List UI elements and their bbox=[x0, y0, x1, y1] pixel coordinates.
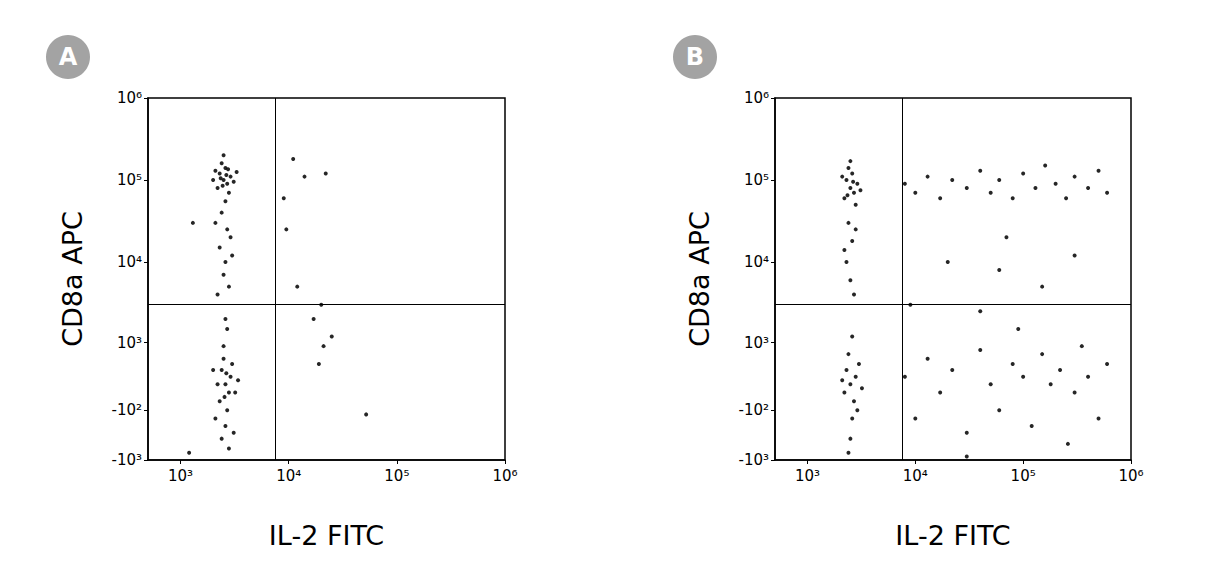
svg-text:10³: 10³ bbox=[795, 467, 820, 485]
svg-text:10³: 10³ bbox=[744, 334, 769, 352]
svg-text:10⁵: 10⁵ bbox=[1011, 467, 1036, 485]
svg-text:-10³: -10³ bbox=[111, 451, 142, 469]
svg-text:IL-2 FITC: IL-2 FITC bbox=[269, 520, 384, 551]
svg-text:B: B bbox=[686, 43, 704, 71]
svg-text:-10³: -10³ bbox=[738, 451, 769, 469]
svg-text:CD8a APC: CD8a APC bbox=[57, 211, 88, 347]
svg-text:IL-2 FITC: IL-2 FITC bbox=[895, 520, 1010, 551]
svg-text:10⁵: 10⁵ bbox=[117, 171, 142, 189]
svg-text:10⁶: 10⁶ bbox=[1118, 467, 1143, 485]
svg-text:10³: 10³ bbox=[168, 467, 193, 485]
svg-text:10⁵: 10⁵ bbox=[384, 467, 409, 485]
svg-text:A: A bbox=[59, 43, 78, 71]
svg-text:10⁵: 10⁵ bbox=[744, 171, 769, 189]
svg-text:-10²: -10² bbox=[738, 401, 769, 419]
svg-text:10⁶: 10⁶ bbox=[117, 89, 142, 107]
svg-text:CD8a APC: CD8a APC bbox=[684, 211, 715, 347]
svg-text:10⁴: 10⁴ bbox=[744, 253, 769, 271]
svg-text:10⁴: 10⁴ bbox=[276, 467, 301, 485]
svg-text:10⁴: 10⁴ bbox=[903, 467, 928, 485]
svg-text:-10²: -10² bbox=[111, 401, 142, 419]
svg-text:10⁴: 10⁴ bbox=[117, 253, 142, 271]
svg-text:10⁶: 10⁶ bbox=[744, 89, 769, 107]
svg-text:10³: 10³ bbox=[117, 334, 142, 352]
svg-text:10⁶: 10⁶ bbox=[492, 467, 517, 485]
